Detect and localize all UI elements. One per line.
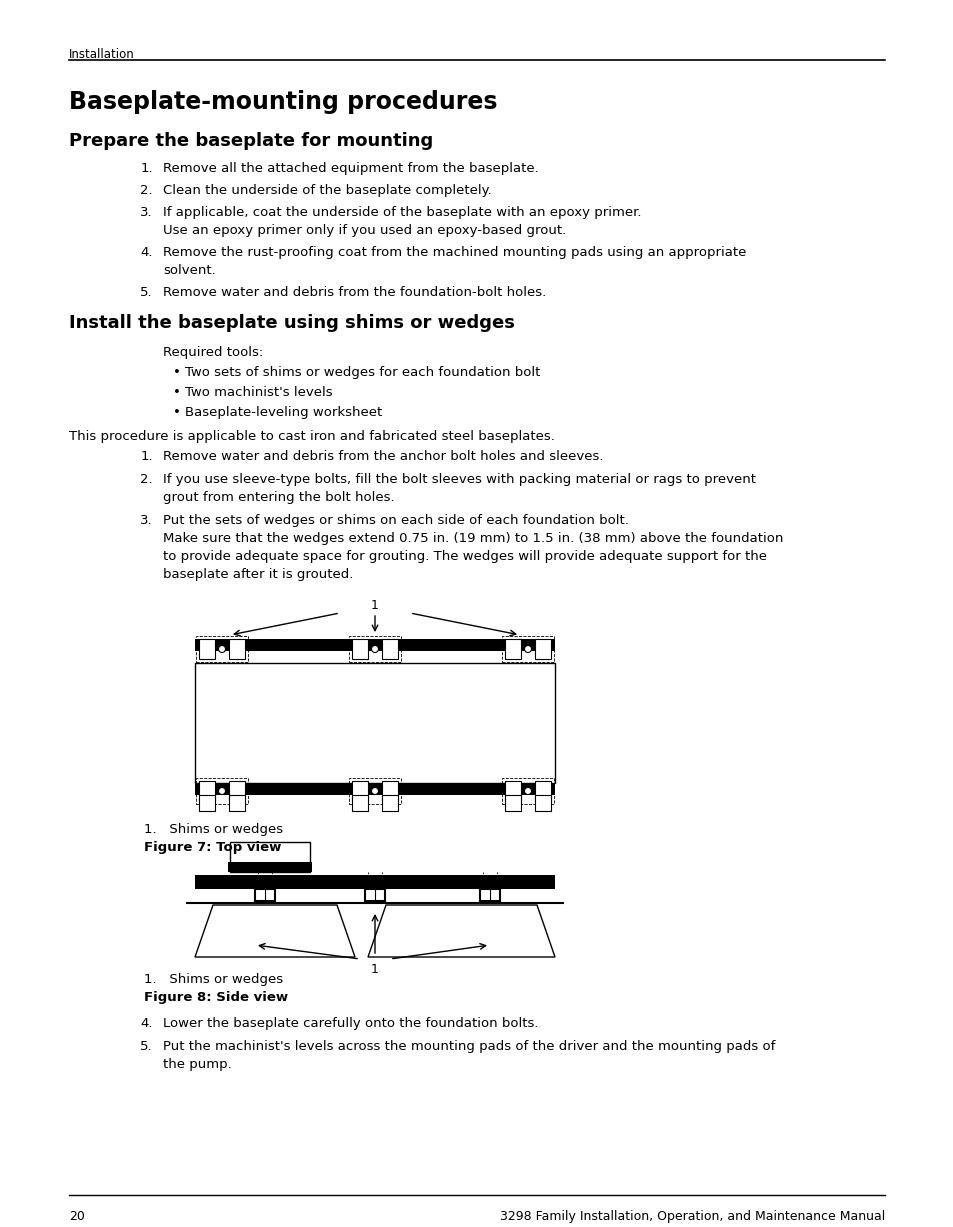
Text: •: • bbox=[172, 387, 181, 399]
Polygon shape bbox=[368, 906, 555, 957]
Bar bbox=[501, 778, 554, 804]
Text: Remove all the attached equipment from the baseplate.: Remove all the attached equipment from t… bbox=[163, 162, 538, 175]
Text: 1.: 1. bbox=[140, 450, 152, 463]
Bar bbox=[194, 639, 555, 652]
Text: 3.: 3. bbox=[140, 514, 152, 528]
Circle shape bbox=[371, 788, 378, 795]
Bar bbox=[194, 663, 555, 783]
Text: Clean the underside of the baseplate completely.: Clean the underside of the baseplate com… bbox=[163, 184, 491, 198]
Circle shape bbox=[218, 788, 225, 795]
Circle shape bbox=[524, 788, 531, 795]
Text: Remove water and debris from the anchor bolt holes and sleeves.: Remove water and debris from the anchor … bbox=[163, 450, 603, 463]
Polygon shape bbox=[194, 906, 355, 957]
Text: solvent.: solvent. bbox=[163, 264, 215, 277]
Bar bbox=[228, 863, 312, 872]
Text: If applicable, coat the underside of the baseplate with an epoxy primer.: If applicable, coat the underside of the… bbox=[163, 206, 640, 218]
Bar bbox=[229, 782, 245, 801]
Text: 2.: 2. bbox=[140, 184, 152, 198]
Bar bbox=[194, 783, 555, 795]
Text: Remove water and debris from the foundation-bolt holes.: Remove water and debris from the foundat… bbox=[163, 286, 546, 299]
Text: Figure 7: Top view: Figure 7: Top view bbox=[144, 840, 281, 854]
Text: Two sets of shims or wedges for each foundation bolt: Two sets of shims or wedges for each fou… bbox=[185, 366, 539, 379]
Circle shape bbox=[524, 645, 531, 653]
Text: 1.   Shims or wedges: 1. Shims or wedges bbox=[144, 823, 283, 836]
Text: 20: 20 bbox=[69, 1210, 85, 1223]
Text: Baseplate-mounting procedures: Baseplate-mounting procedures bbox=[69, 90, 497, 114]
Text: grout from entering the bolt holes.: grout from entering the bolt holes. bbox=[163, 491, 395, 504]
Text: This procedure is applicable to cast iron and fabricated steel baseplates.: This procedure is applicable to cast iro… bbox=[69, 429, 555, 443]
Bar bbox=[352, 795, 368, 811]
Bar bbox=[535, 782, 551, 801]
Bar bbox=[195, 778, 248, 804]
Text: 1: 1 bbox=[371, 963, 378, 975]
Bar bbox=[199, 639, 214, 659]
Text: 3298 Family Installation, Operation, and Maintenance Manual: 3298 Family Installation, Operation, and… bbox=[499, 1210, 884, 1223]
Text: 5.: 5. bbox=[140, 286, 152, 299]
Bar bbox=[194, 875, 555, 890]
Bar bbox=[352, 639, 368, 659]
Text: Baseplate-leveling worksheet: Baseplate-leveling worksheet bbox=[185, 406, 382, 418]
Bar bbox=[355, 879, 387, 885]
Bar bbox=[230, 842, 310, 872]
Text: 4.: 4. bbox=[140, 245, 152, 259]
Bar bbox=[535, 639, 551, 659]
Text: 1.   Shims or wedges: 1. Shims or wedges bbox=[144, 973, 283, 987]
Bar bbox=[381, 795, 397, 811]
Text: Lower the baseplate carefully onto the foundation bolts.: Lower the baseplate carefully onto the f… bbox=[163, 1017, 537, 1029]
Text: Put the machinist's levels across the mounting pads of the driver and the mounti: Put the machinist's levels across the mo… bbox=[163, 1040, 775, 1053]
Text: 5.: 5. bbox=[140, 1040, 152, 1053]
Text: If you use sleeve-type bolts, fill the bolt sleeves with packing material or rag: If you use sleeve-type bolts, fill the b… bbox=[163, 472, 755, 486]
Bar bbox=[229, 639, 245, 659]
Text: 4.: 4. bbox=[140, 1017, 152, 1029]
Text: Remove the rust-proofing coat from the machined mounting pads using an appropria: Remove the rust-proofing coat from the m… bbox=[163, 245, 745, 259]
Text: baseplate after it is grouted.: baseplate after it is grouted. bbox=[163, 568, 353, 582]
Bar bbox=[381, 639, 397, 659]
Text: Install the baseplate using shims or wedges: Install the baseplate using shims or wed… bbox=[69, 314, 515, 333]
Circle shape bbox=[371, 645, 378, 653]
Text: Installation: Installation bbox=[69, 48, 134, 61]
Text: Prepare the baseplate for mounting: Prepare the baseplate for mounting bbox=[69, 133, 433, 150]
Circle shape bbox=[218, 645, 225, 653]
Text: 1: 1 bbox=[371, 599, 378, 612]
Text: Use an epoxy primer only if you used an epoxy-based grout.: Use an epoxy primer only if you used an … bbox=[163, 225, 566, 237]
Bar bbox=[504, 795, 520, 811]
Text: 3.: 3. bbox=[140, 206, 152, 218]
Text: Make sure that the wedges extend 0.75 in. (19 mm) to 1.5 in. (38 mm) above the f: Make sure that the wedges extend 0.75 in… bbox=[163, 533, 782, 545]
Text: Figure 8: Side view: Figure 8: Side view bbox=[144, 991, 288, 1004]
Bar bbox=[535, 795, 551, 811]
Bar bbox=[229, 795, 245, 811]
Text: Two machinist's levels: Two machinist's levels bbox=[185, 387, 333, 399]
Text: 1.: 1. bbox=[140, 162, 152, 175]
Bar bbox=[199, 782, 214, 801]
Bar bbox=[349, 636, 400, 663]
Text: •: • bbox=[172, 406, 181, 418]
Bar bbox=[381, 782, 397, 801]
Text: •: • bbox=[172, 366, 181, 379]
Text: Required tools:: Required tools: bbox=[163, 346, 263, 360]
Bar bbox=[501, 636, 554, 663]
Text: to provide adequate space for grouting. The wedges will provide adequate support: to provide adequate space for grouting. … bbox=[163, 550, 766, 563]
Text: the pump.: the pump. bbox=[163, 1058, 232, 1071]
Bar bbox=[349, 778, 400, 804]
Bar bbox=[199, 795, 214, 811]
Bar bbox=[195, 636, 248, 663]
Bar bbox=[352, 782, 368, 801]
Bar bbox=[504, 782, 520, 801]
Text: Put the sets of wedges or shims on each side of each foundation bolt.: Put the sets of wedges or shims on each … bbox=[163, 514, 628, 528]
Bar bbox=[504, 639, 520, 659]
Text: 2.: 2. bbox=[140, 472, 152, 486]
